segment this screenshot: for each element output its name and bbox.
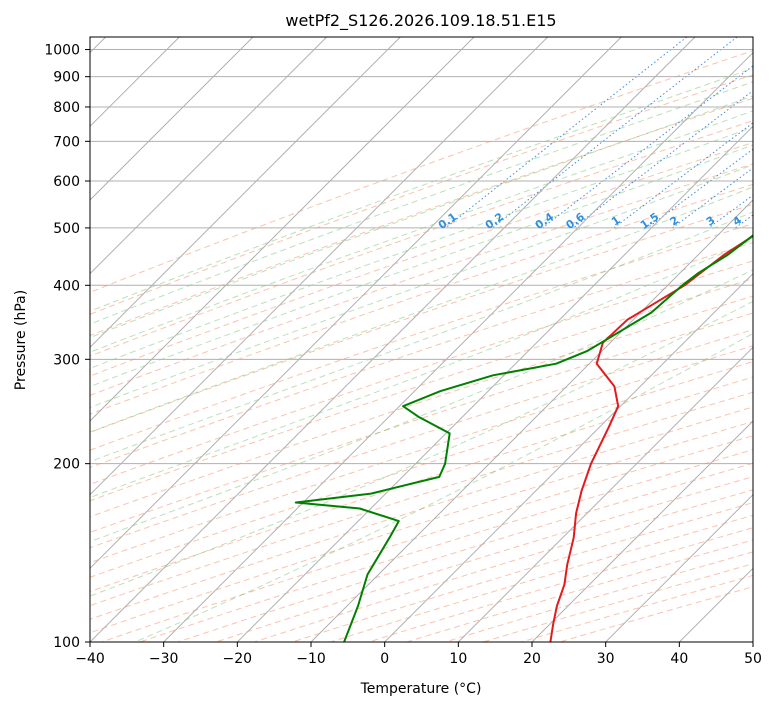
dry-adiabat xyxy=(254,489,753,642)
y-tick-label: 1000 xyxy=(44,43,80,59)
isotherm-gridline xyxy=(90,37,401,349)
dry-adiabat xyxy=(90,406,753,620)
dewpoint-profile-line xyxy=(294,234,753,642)
dry-adiabat xyxy=(90,361,753,578)
moist-adiabat xyxy=(90,211,753,463)
profile-lines xyxy=(294,234,753,642)
dry-adiabat xyxy=(90,120,753,357)
moist-adiabat xyxy=(90,144,753,388)
pressure-gridlines xyxy=(90,49,753,642)
dry-adiabat xyxy=(90,74,753,315)
isotherm-gridline xyxy=(310,199,753,642)
dry-adiabat xyxy=(90,163,753,396)
dry-adiabat xyxy=(90,345,753,564)
x-tick-label: −10 xyxy=(296,651,326,667)
x-axis-title: Temperature (°C) xyxy=(360,681,482,697)
moist-adiabat xyxy=(90,164,753,408)
x-tick-label: 40 xyxy=(670,651,688,667)
dry-adiabat xyxy=(90,376,753,593)
isotherm-gridline xyxy=(236,125,753,642)
y-tick-label: 600 xyxy=(53,174,80,190)
mixing-ratio-line xyxy=(542,65,753,229)
isotherm-gridline xyxy=(90,37,549,496)
isotherm-gridline xyxy=(531,420,753,642)
y-tick-label: 100 xyxy=(53,635,80,651)
isotherm-gridline xyxy=(90,37,696,642)
dry-adiabat xyxy=(292,502,753,642)
y-tick-label: 200 xyxy=(53,457,80,473)
y-tick-label: 500 xyxy=(53,221,80,237)
dry-adiabat xyxy=(90,50,753,293)
dry-adiabat xyxy=(90,203,753,433)
isotherm-gridline xyxy=(90,37,622,570)
moist-adiabat xyxy=(90,95,753,339)
y-tick-label: 400 xyxy=(53,278,80,294)
moist-adiabat xyxy=(90,126,753,369)
dry-adiabat xyxy=(90,142,753,377)
moist-adiabat xyxy=(90,110,753,353)
y-tick-label: 800 xyxy=(53,100,80,116)
y-tick-label: 900 xyxy=(53,70,80,86)
x-tick-label: −40 xyxy=(75,651,105,667)
isotherm-gridline xyxy=(90,37,328,275)
moist-adiabat xyxy=(90,81,753,325)
isotherm-gridline xyxy=(384,272,753,642)
x-tick-label: 30 xyxy=(597,651,615,667)
temperature-profile-line xyxy=(549,234,753,642)
moist-adiabat xyxy=(90,67,753,312)
dry-adiabat xyxy=(90,183,753,415)
chart-title: wetPf2_S126.2026.109.18.51.E15 xyxy=(285,11,556,31)
x-tick-label: −20 xyxy=(223,651,253,667)
mixing-ratio-line xyxy=(672,167,753,229)
y-tick-label: 700 xyxy=(53,134,80,150)
dry-adiabat xyxy=(215,476,753,642)
x-tick-label: 0 xyxy=(380,651,389,667)
moist-adiabat xyxy=(134,332,753,642)
dry-adiabat xyxy=(90,391,753,607)
x-tick-label: −30 xyxy=(149,651,179,667)
isotherm-gridline xyxy=(457,346,753,642)
isotherm-gridline xyxy=(90,37,475,422)
isotherm-gridline xyxy=(605,493,753,642)
x-tick-label: 20 xyxy=(523,651,541,667)
x-axis: −40 −30 −20 −10 0 10 20 30 40 50 xyxy=(75,642,762,667)
x-tick-label: 10 xyxy=(449,651,467,667)
moist-adiabat xyxy=(90,186,753,433)
isotherm-gridline xyxy=(90,37,254,201)
isotherm-gridline xyxy=(163,51,753,642)
mixing-ratio-line xyxy=(572,90,753,229)
dry-adiabat xyxy=(330,514,753,642)
y-tick-label: 300 xyxy=(53,352,80,368)
x-tick-label: 50 xyxy=(744,651,762,667)
y-axis: 100 200 300 400 500 600 700 800 900 1000 xyxy=(44,43,90,651)
y-axis-title: Pressure (hPa) xyxy=(13,290,29,390)
dry-adiabat xyxy=(90,329,753,549)
plot-frame xyxy=(89,36,754,643)
isotherm-gridlines xyxy=(90,37,753,642)
